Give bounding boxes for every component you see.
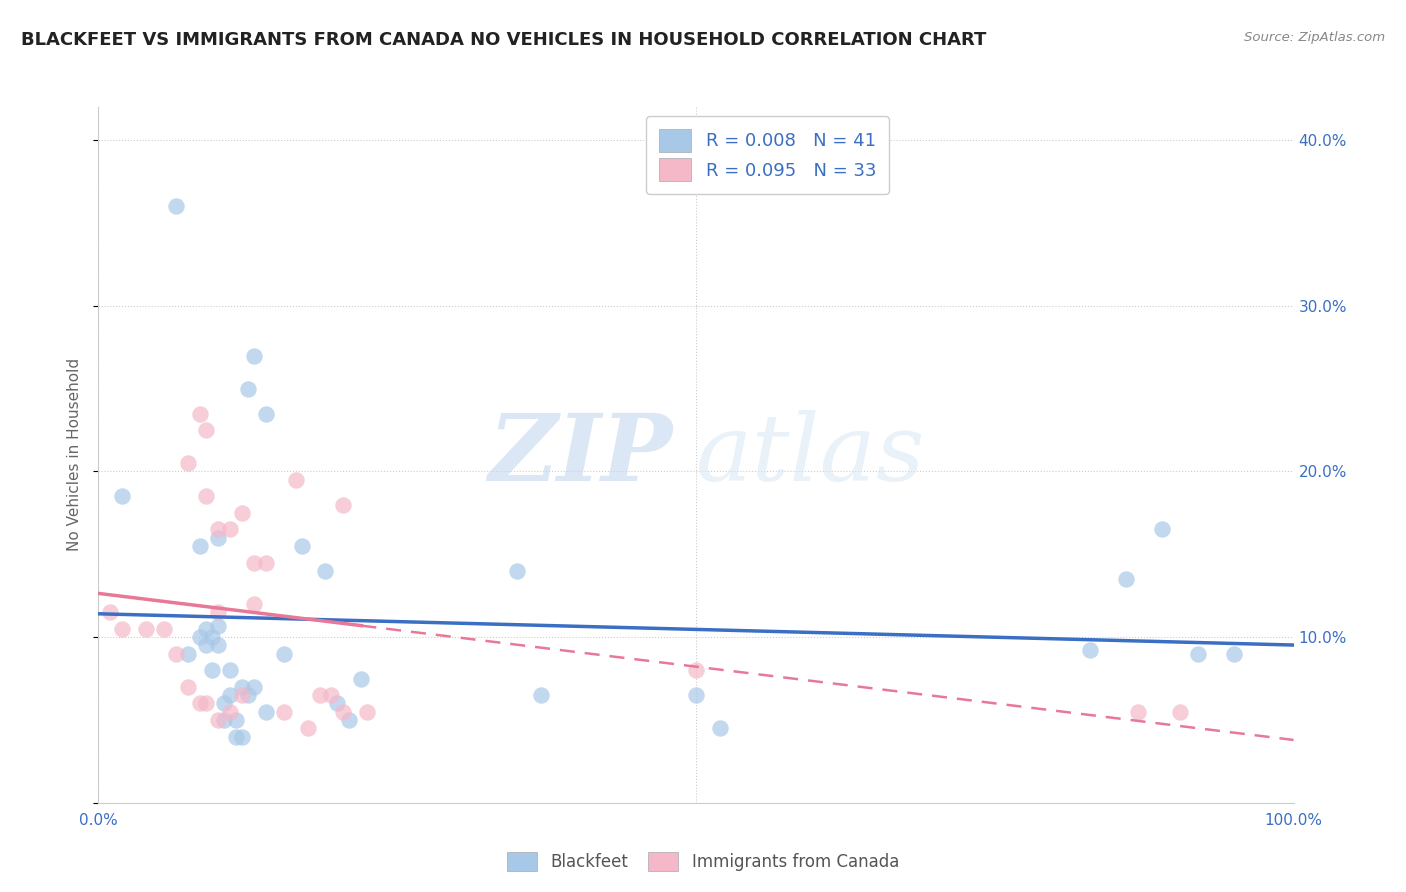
Point — [194, 489, 218, 503]
Point — [207, 713, 229, 727]
Point — [219, 663, 242, 677]
Point — [339, 713, 360, 727]
Point — [219, 705, 242, 719]
Point — [153, 622, 176, 636]
Point — [243, 349, 266, 363]
Point — [194, 639, 218, 653]
Point — [308, 688, 330, 702]
Point — [207, 523, 229, 537]
Point — [332, 705, 354, 719]
Point — [177, 647, 200, 661]
Point — [297, 721, 319, 735]
Point — [207, 605, 229, 619]
Point — [243, 556, 266, 570]
Point — [231, 680, 253, 694]
Point — [188, 539, 211, 553]
Point — [207, 531, 229, 545]
Point — [1187, 647, 1209, 661]
Text: ZIP: ZIP — [488, 410, 672, 500]
Point — [188, 630, 211, 644]
Point — [326, 697, 349, 711]
Y-axis label: No Vehicles in Household: No Vehicles in Household — [67, 359, 83, 551]
Point — [207, 618, 229, 632]
Point — [350, 672, 373, 686]
Point — [111, 489, 134, 503]
Point — [194, 697, 218, 711]
Point — [243, 597, 266, 611]
Point — [529, 688, 551, 702]
Point — [207, 639, 229, 653]
Point — [165, 199, 187, 213]
Point — [231, 688, 253, 702]
Point — [231, 506, 253, 520]
Point — [506, 564, 529, 578]
Point — [188, 697, 211, 711]
Point — [231, 730, 253, 744]
Point — [1150, 523, 1173, 537]
Point — [135, 622, 157, 636]
Point — [685, 663, 707, 677]
Point — [98, 605, 122, 619]
Point — [273, 647, 295, 661]
Legend: R = 0.008   N = 41, R = 0.095   N = 33: R = 0.008 N = 41, R = 0.095 N = 33 — [647, 116, 889, 194]
Point — [273, 705, 295, 719]
Point — [219, 523, 242, 537]
Point — [201, 663, 224, 677]
Point — [709, 721, 731, 735]
Point — [243, 680, 266, 694]
Legend: Blackfeet, Immigrants from Canada: Blackfeet, Immigrants from Canada — [499, 843, 907, 880]
Point — [225, 730, 247, 744]
Point — [685, 688, 707, 702]
Point — [177, 456, 200, 470]
Point — [236, 688, 259, 702]
Text: atlas: atlas — [696, 410, 925, 500]
Text: BLACKFEET VS IMMIGRANTS FROM CANADA NO VEHICLES IN HOUSEHOLD CORRELATION CHART: BLACKFEET VS IMMIGRANTS FROM CANADA NO V… — [21, 31, 987, 49]
Point — [284, 473, 307, 487]
Point — [1222, 647, 1246, 661]
Point — [219, 688, 242, 702]
Text: Source: ZipAtlas.com: Source: ZipAtlas.com — [1244, 31, 1385, 45]
Point — [212, 697, 235, 711]
Point — [1080, 643, 1102, 657]
Point — [254, 705, 277, 719]
Point — [212, 713, 235, 727]
Point — [111, 622, 134, 636]
Point — [321, 688, 343, 702]
Point — [177, 680, 200, 694]
Point — [1115, 572, 1137, 586]
Point — [332, 498, 354, 512]
Point — [194, 622, 218, 636]
Point — [236, 382, 259, 396]
Point — [194, 423, 218, 437]
Point — [1128, 705, 1150, 719]
Point — [356, 705, 378, 719]
Point — [291, 539, 314, 553]
Point — [1168, 705, 1191, 719]
Point — [188, 407, 211, 421]
Point — [201, 630, 224, 644]
Point — [315, 564, 337, 578]
Point — [254, 407, 277, 421]
Point — [225, 713, 247, 727]
Point — [254, 556, 277, 570]
Point — [165, 647, 187, 661]
